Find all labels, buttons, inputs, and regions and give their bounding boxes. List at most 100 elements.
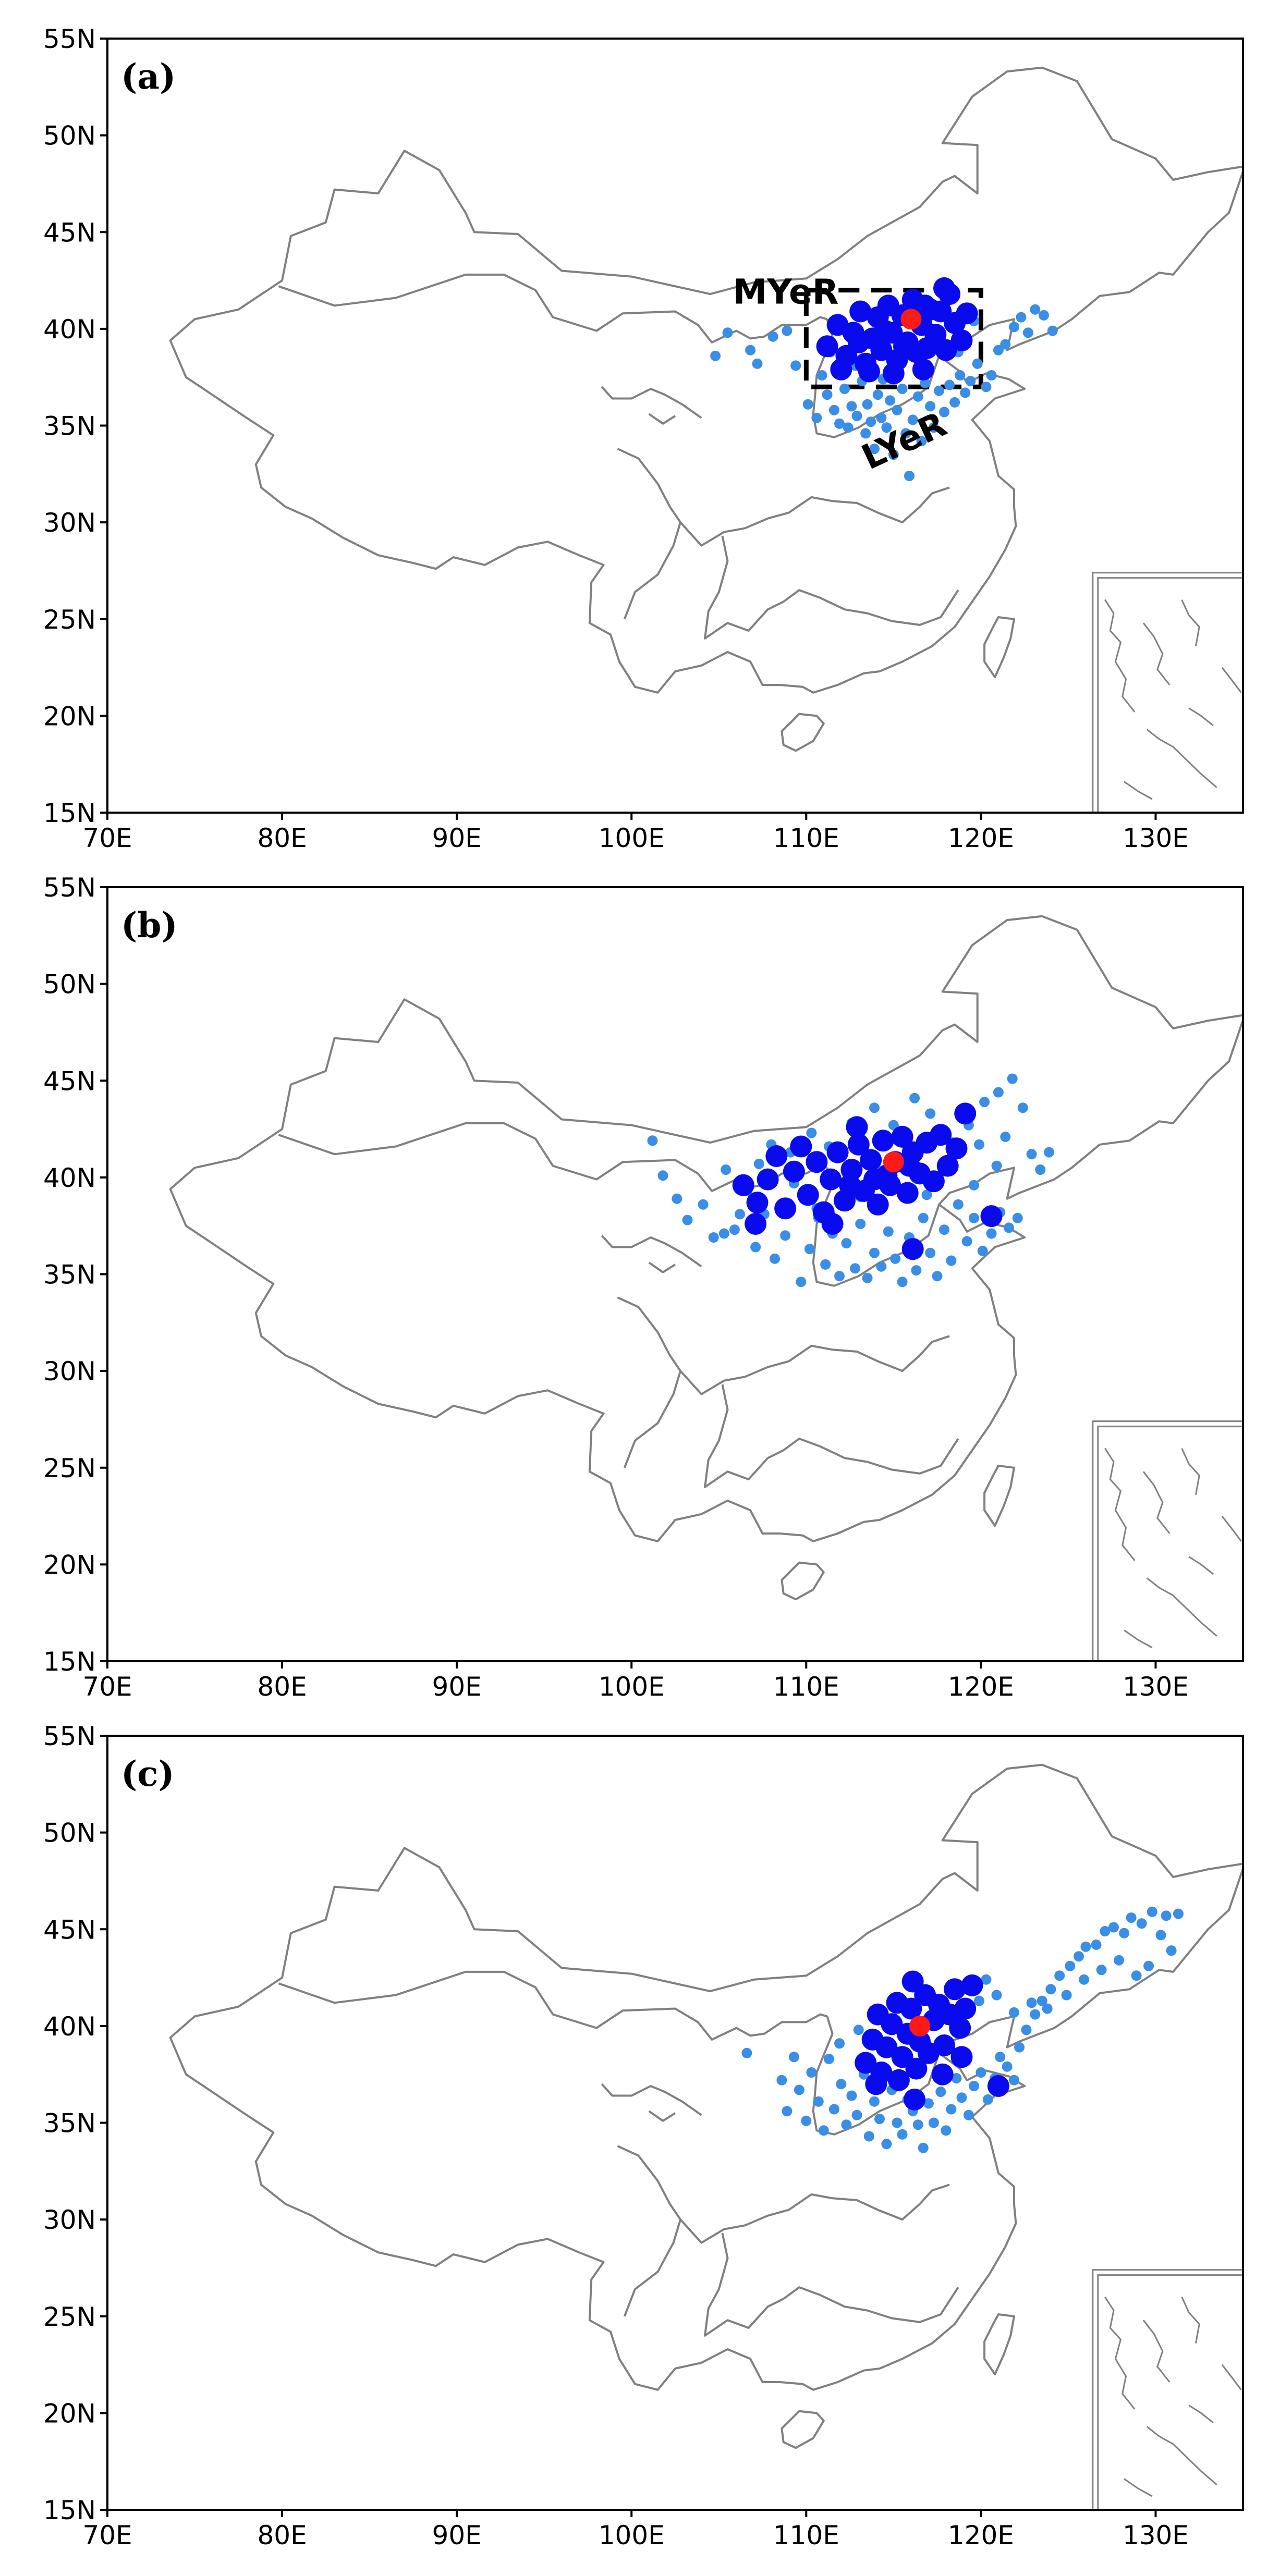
station-point	[986, 370, 997, 381]
station-point	[870, 339, 893, 361]
station-point	[912, 391, 923, 402]
station-point	[928, 2117, 939, 2128]
station-point	[944, 1978, 966, 2001]
station-point	[834, 418, 845, 429]
station-point	[722, 327, 733, 338]
station-point	[735, 1209, 745, 1220]
inset-coastline	[1104, 2296, 1136, 2410]
x-tick-label: 70E	[82, 823, 132, 853]
station-point	[930, 1124, 952, 1146]
station-point	[851, 2109, 862, 2120]
station-point	[828, 2104, 839, 2115]
station-point	[881, 2139, 892, 2150]
station-point	[1026, 1149, 1037, 1160]
station-point	[1026, 1997, 1037, 2008]
internal-boundary	[278, 273, 828, 344]
y-tick-label: 30N	[43, 508, 96, 538]
station-point	[1065, 1960, 1076, 1971]
station-point	[901, 1970, 924, 1993]
y-tick-label: 40N	[43, 2011, 96, 2042]
station-point	[783, 1160, 805, 1183]
station-point	[698, 1199, 709, 1210]
x-tick-label: 70E	[82, 2520, 132, 2550]
panel-label: (b)	[121, 905, 178, 946]
station-point	[841, 2119, 852, 2130]
station-point	[1016, 312, 1027, 323]
station-point	[796, 1277, 807, 1287]
inset-coastline	[1146, 729, 1217, 788]
series-2	[883, 1151, 904, 1173]
station-point	[920, 377, 931, 388]
hainan-outline	[781, 713, 825, 752]
station-point	[969, 1180, 979, 1191]
series-1	[816, 277, 978, 385]
internal-boundary	[601, 1234, 702, 1268]
station-point	[1131, 1970, 1142, 1981]
station-point	[1030, 304, 1041, 315]
station-point	[865, 2073, 887, 2095]
station-point	[1143, 1960, 1154, 1971]
x-tick-label: 120E	[948, 2520, 1014, 2550]
station-point	[774, 1197, 797, 1220]
station-point	[1004, 1222, 1014, 1233]
station-point	[950, 2046, 973, 2068]
china-basemap	[169, 1763, 1243, 2449]
station-point	[1061, 1990, 1072, 2001]
station-point	[847, 331, 870, 353]
station-point	[1022, 327, 1033, 338]
station-point	[946, 2104, 957, 2115]
inset-coastline	[1188, 1556, 1214, 1575]
series-0	[710, 304, 1058, 481]
lyer-label: LYeR	[856, 404, 953, 477]
internal-boundary	[617, 448, 682, 620]
station-point	[1014, 2042, 1025, 2053]
internal-boundary	[679, 1335, 950, 1395]
station-point	[770, 1253, 780, 1264]
y-tick-label: 15N	[43, 1647, 96, 1677]
station-point	[846, 401, 857, 412]
station-point	[960, 387, 971, 398]
station-point	[956, 302, 978, 325]
y-tick-label: 35N	[43, 411, 96, 441]
x-tick-label: 90E	[432, 2520, 482, 2550]
inset-coastline	[1181, 2296, 1200, 2344]
station-point	[954, 1102, 977, 1125]
taiwan-outline	[983, 1465, 1015, 1527]
y-tick-label: 45N	[43, 1066, 96, 1096]
series-2	[900, 309, 922, 330]
station-point	[820, 1168, 842, 1191]
center-point	[909, 2015, 931, 2037]
station-point	[907, 414, 918, 425]
station-point	[790, 360, 801, 371]
station-point	[991, 1160, 1002, 1171]
internal-boundary	[648, 1261, 676, 1273]
station-point	[893, 335, 915, 358]
station-point	[974, 1139, 984, 1150]
station-point	[846, 1116, 868, 1138]
station-point	[909, 1093, 920, 1103]
x-tick-label: 120E	[948, 823, 1014, 853]
x-tick-label: 80E	[257, 2520, 307, 2550]
inset-coastline	[1188, 2405, 1214, 2424]
inset-coastline	[1221, 1515, 1242, 1542]
station-point	[991, 1990, 1002, 2001]
station-point	[853, 2025, 864, 2035]
station-point	[949, 2017, 971, 2039]
station-point	[797, 1184, 819, 1206]
station-point	[813, 2096, 824, 2107]
station-point	[965, 376, 976, 387]
x-tick-label: 90E	[432, 823, 482, 853]
station-point	[888, 449, 899, 460]
station-point	[935, 339, 957, 361]
station-point	[982, 2094, 993, 2105]
china-outline	[169, 66, 1243, 694]
station-point	[945, 1137, 968, 1160]
station-point	[897, 1277, 908, 1287]
station-point	[816, 370, 827, 381]
station-point	[718, 1228, 729, 1239]
station-point	[1047, 325, 1058, 336]
series-1	[732, 1102, 1003, 1260]
y-tick-label: 20N	[43, 2398, 96, 2428]
station-point	[1045, 1984, 1056, 1995]
